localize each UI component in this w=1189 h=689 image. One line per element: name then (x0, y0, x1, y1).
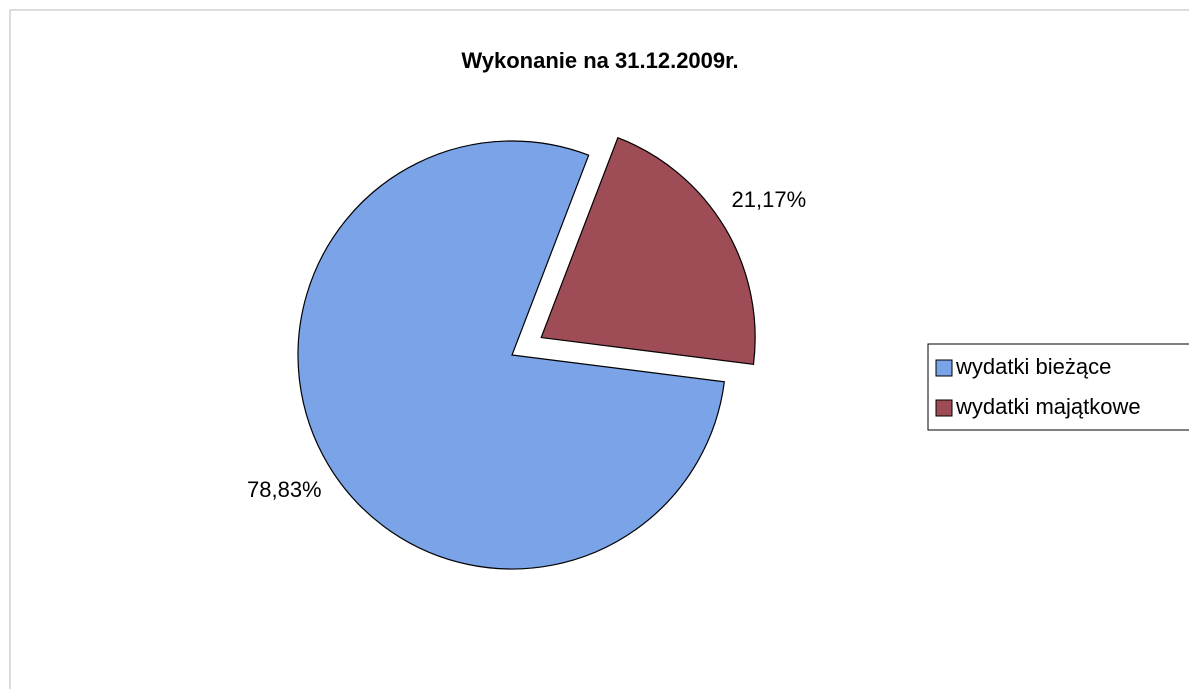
data-label: 21,17% (732, 187, 807, 212)
legend-label: wydatki bieżące (955, 354, 1111, 379)
legend-label: wydatki majątkowe (955, 394, 1141, 419)
legend-box (927, 343, 1189, 431)
legend-swatch (935, 399, 953, 417)
chart-title: Wykonanie na 31.12.2009r. (461, 48, 738, 73)
legend-swatch (935, 359, 953, 377)
pie-slice (540, 136, 756, 366)
data-label: 78,83% (247, 477, 322, 502)
pie-slice (297, 140, 725, 570)
chart-frame (9, 9, 1189, 689)
